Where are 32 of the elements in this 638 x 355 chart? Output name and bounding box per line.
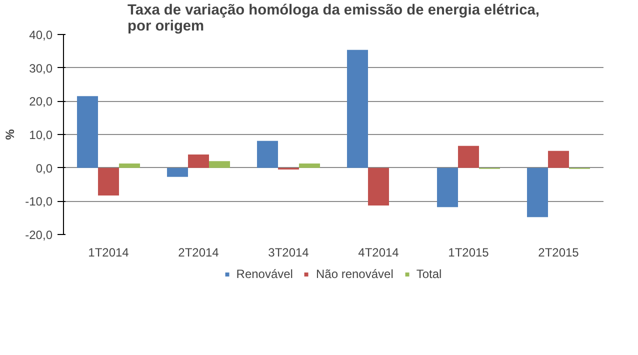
x-tick-label: 3T2014 — [268, 246, 310, 260]
bar — [119, 164, 140, 168]
y-tick-label: 10,0 — [29, 128, 53, 142]
y-tick-label: -20,0 — [25, 228, 53, 242]
y-tick-label: 30,0 — [29, 61, 53, 76]
bar — [188, 154, 209, 168]
bar — [527, 168, 548, 218]
y-tick-label: 0,0 — [36, 161, 53, 176]
bar — [167, 168, 188, 177]
bar — [98, 168, 119, 196]
x-tick-label: 2T2015 — [538, 246, 580, 260]
x-tick-label: 1T2014 — [88, 246, 130, 260]
legend-label: Total — [416, 267, 442, 281]
bar — [437, 168, 458, 208]
legend-label: Não renovável — [316, 267, 394, 281]
bar — [209, 161, 230, 168]
bar — [548, 150, 569, 168]
chart-title: Taxa de variação homóloga da emissão de energia elétrica, por origem — [128, 2, 540, 34]
legend-label: Renovável — [236, 267, 293, 281]
bar — [77, 96, 98, 168]
bar — [299, 164, 320, 168]
bar — [347, 50, 368, 168]
y-tick-label: 20,0 — [29, 94, 53, 109]
y-tick-label: -10,0 — [25, 194, 53, 209]
x-tick-label: 4T2014 — [358, 246, 400, 260]
y-tick-label: 40,0 — [29, 28, 53, 42]
bar — [257, 140, 278, 168]
bar — [368, 168, 389, 206]
bar — [458, 146, 479, 168]
x-tick-label: 2T2014 — [178, 246, 220, 260]
y-axis-title: % — [3, 128, 18, 140]
x-tick-label: 1T2015 — [448, 246, 490, 260]
